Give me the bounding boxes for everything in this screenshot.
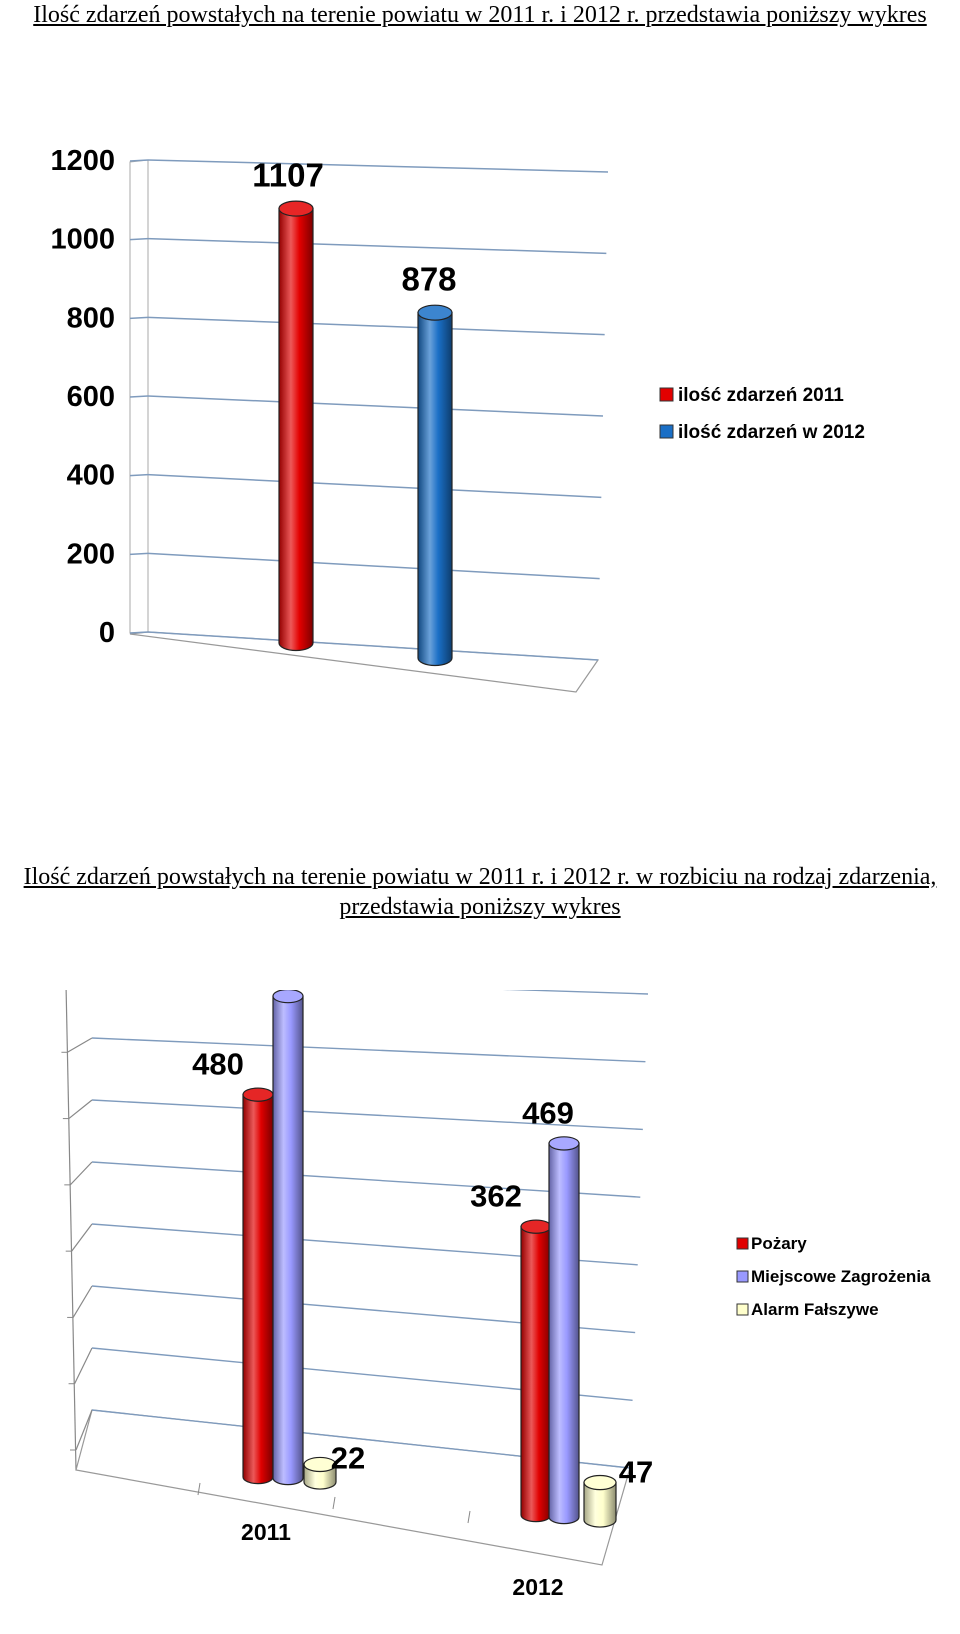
chart1-gridline-3 bbox=[147, 395, 604, 417]
chart1-y-tick-label: 600 bbox=[67, 381, 115, 413]
chart2-bar-2012-1 bbox=[520, 1219, 552, 1523]
chart2-bar-2011-1 bbox=[242, 1087, 274, 1485]
chart1-gridline-tick-5 bbox=[129, 237, 149, 241]
chart1-legend-swatch-2 bbox=[659, 424, 674, 439]
chart2-data-label-2012-2: 469 bbox=[522, 1095, 574, 1130]
chart1-gridline-tick-4 bbox=[129, 316, 149, 320]
chart1-data-label-1: 1107 bbox=[252, 157, 324, 194]
chart1-gridline-1 bbox=[147, 552, 600, 580]
chart1-y-tick-label: 800 bbox=[67, 302, 115, 334]
chart1-y-tick-label: 200 bbox=[67, 538, 115, 570]
chart2-bar-2012-1-top bbox=[520, 1219, 552, 1234]
chart1-bar-1-top bbox=[278, 200, 314, 217]
chart2-legend-label-3: Alarm Fałszywe bbox=[751, 1300, 879, 1319]
chart1-bars bbox=[278, 200, 453, 667]
chart1-gridline-tick-1 bbox=[129, 552, 149, 556]
chart2-bar-2012-3-body bbox=[583, 1481, 617, 1528]
chart1-bar-1-body bbox=[278, 207, 314, 652]
chart2-floor-tick-3 bbox=[467, 1510, 471, 1524]
chart2-gridline-join-2 bbox=[72, 1285, 93, 1318]
chart1-data-label-2: 878 bbox=[401, 261, 456, 298]
chart2-bar-2012-3 bbox=[583, 1474, 617, 1528]
chart2-category-label-2012: 2012 bbox=[512, 1574, 563, 1600]
chart2-bar-2011-2-body bbox=[272, 995, 304, 1486]
chart1-data-labels: 1107 878 bbox=[252, 157, 456, 298]
chart2-bar-2012-3-top bbox=[583, 1474, 617, 1491]
chart1-gridline-tick-2 bbox=[129, 473, 149, 477]
chart1-legend: ilość zdarzeń 2011 ilość zdarzeń w 2012 bbox=[659, 385, 865, 443]
chart1-y-tick-label: 1200 bbox=[50, 145, 115, 177]
chart2-legend: Pożary Miejscowe Zagrożenia Alarm Fałszywe bbox=[736, 1234, 931, 1319]
chart1-gridline-tick-3 bbox=[129, 395, 149, 398]
chart2-gridline-6 bbox=[91, 1037, 646, 1063]
chart2-gridline-join-4 bbox=[69, 1161, 93, 1186]
chart1-gridline-tick-6 bbox=[129, 159, 149, 162]
chart2-legend-label-1: Pożary bbox=[751, 1234, 807, 1253]
chart2-gridline-join-5 bbox=[68, 1099, 93, 1120]
chart2-legend-swatch-3 bbox=[736, 1303, 749, 1316]
chart1-gridline-4 bbox=[147, 316, 605, 336]
chart2-bar-2011-2 bbox=[272, 990, 304, 1486]
chart2-left-axis bbox=[65, 990, 77, 1471]
chart2-bar-2012-2-top bbox=[548, 1136, 580, 1151]
chart2-data-label-2012-1: 362 bbox=[470, 1179, 522, 1214]
chart1-bar-2-top bbox=[417, 304, 453, 321]
chart2-gridline-7 bbox=[502, 990, 649, 995]
chart2-bar-2011-1-top bbox=[242, 1087, 274, 1102]
chart1-bar-1 bbox=[278, 200, 314, 652]
chart1-y-tick-labels: 0 200 400 600 800 1000 1200 bbox=[50, 145, 115, 649]
chart2-caption: Ilość zdarzeń powstałych na terenie powi… bbox=[23, 864, 937, 920]
chart1-gridline-5 bbox=[147, 237, 607, 255]
chart2-bar-2012-2 bbox=[548, 1136, 580, 1525]
chart1-legend-label-2: ilość zdarzeń w 2012 bbox=[678, 422, 865, 443]
chart2-category-labels: 2011 2012 bbox=[241, 1519, 564, 1600]
chart1-caption: Ilość zdarzeń powstałych na terenie powi… bbox=[33, 2, 927, 28]
chart1-legend-label-1: ilość zdarzeń 2011 bbox=[678, 385, 844, 406]
chart2-legend-swatch-2 bbox=[736, 1270, 749, 1283]
chart1-bar-2 bbox=[417, 304, 453, 667]
chart1-floor bbox=[129, 631, 600, 693]
chart1-legend-swatch-1 bbox=[659, 387, 674, 402]
chart2-gridline-join-1 bbox=[74, 1347, 93, 1384]
chart2-category-label-2011: 2011 bbox=[241, 1519, 291, 1545]
chart2-bar-2011-2-top bbox=[272, 990, 304, 1004]
chart2-bar-2012-2-body bbox=[548, 1142, 580, 1525]
chart2-data-labels: 4806052236246947 bbox=[192, 1047, 653, 1490]
chart2-legend-label-2: Miejscowe Zagrożenia bbox=[751, 1267, 931, 1286]
chart1-bar-2-body bbox=[417, 312, 453, 667]
chart1: 0 200 400 600 800 1000 1200 1107 878 ilość zdar… bbox=[50, 145, 865, 693]
chart2-gridline-5 bbox=[91, 1099, 643, 1131]
chart2-bar-2011-1-body bbox=[242, 1094, 274, 1485]
chart1-gridline-6 bbox=[147, 159, 609, 173]
chart2-legend-swatch-1 bbox=[736, 1237, 749, 1250]
chart1-gridline-2 bbox=[147, 473, 602, 499]
chart2-bar-2011-3 bbox=[303, 1456, 337, 1490]
chart2-bar-2012-1-body bbox=[520, 1226, 552, 1523]
chart2-floor-tick-1 bbox=[197, 1482, 201, 1496]
chart2-data-label-2011-3: 22 bbox=[331, 1440, 365, 1475]
chart1-y-tick-label: 0 bbox=[99, 617, 115, 649]
chart2-gridline-join-0 bbox=[75, 1409, 93, 1451]
chart1-gridlines bbox=[129, 159, 609, 693]
chart2-data-label-2011-1: 480 bbox=[192, 1047, 244, 1082]
chart1-y-tick-label: 400 bbox=[67, 460, 115, 492]
chart2-gridline-join-6 bbox=[67, 1037, 93, 1053]
chart2-data-label-2012-3: 47 bbox=[619, 1455, 653, 1490]
chart2-floor-tick-2 bbox=[332, 1496, 336, 1510]
chart2-bars bbox=[242, 990, 617, 1528]
chart1-y-tick-label: 1000 bbox=[50, 224, 115, 256]
chart1-gridline-0 bbox=[147, 631, 599, 661]
chart2-gridline-join-3 bbox=[71, 1223, 93, 1252]
chart2-bar-2011-3-top bbox=[303, 1456, 337, 1473]
chart1-gridline-tick-0 bbox=[129, 631, 149, 634]
